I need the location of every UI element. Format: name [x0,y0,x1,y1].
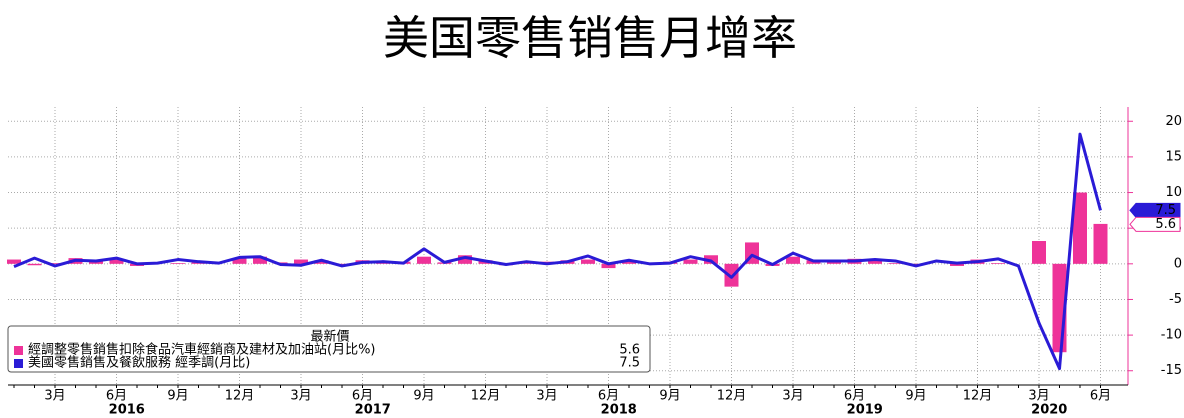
y-tick-label: 0 [1174,256,1182,271]
bar [888,263,903,264]
y-tick-label: -5 [1169,292,1182,307]
x-tick-label: 6月 [1090,389,1111,404]
legend-value: 5.6 [619,343,640,358]
bar [991,263,1005,264]
bar [1032,241,1046,264]
bar [683,259,698,264]
year-label: 2017 [355,403,391,418]
y-tick-label: 15 [1165,149,1182,164]
legend-label: 美國零售銷售及餐飲服務 經季調(月比) [28,355,250,371]
bar [1093,223,1108,264]
legend-label: 經調整零售銷售扣除食品汽車經銷商及建材及加油站(月比%) [28,342,376,358]
bar [581,259,595,264]
y-tick-label: -15 [1161,363,1182,378]
bar [171,263,185,264]
bar [7,259,21,264]
bar [417,256,431,264]
x-tick-label: 6月 [106,389,127,404]
bar [458,255,472,264]
bar [622,260,636,264]
legend-swatch [14,346,23,355]
y-tick-label: 10 [1165,185,1182,200]
value-tag [1129,202,1181,218]
bar [335,263,349,265]
y-tick-label: 20 [1165,114,1182,129]
bar [294,259,308,264]
x-tick-label: 9月 [659,389,680,404]
value-tag-label: 5.6 [1155,217,1176,232]
x-tick-label: 9月 [905,389,926,404]
year-label: 2019 [847,403,883,418]
legend-value: 7.5 [619,356,640,371]
bar [48,263,62,264]
x-tick-label: 12月 [717,389,747,404]
bar [601,263,616,269]
x-tick-label: 9月 [167,389,188,404]
legend-box [7,325,651,373]
legend-title: 最新價 [310,329,349,345]
bar [786,256,800,264]
x-tick-label: 6月 [598,389,619,404]
bar [314,260,329,264]
legend-swatch [14,359,23,368]
chart-title: 美国零售销售月增率 [383,11,797,65]
year-label: 2018 [601,403,637,418]
x-tick-label: 3月 [536,389,557,404]
x-tick-label: 3月 [44,389,65,404]
bar [27,263,42,266]
x-tick-label: 6月 [844,389,865,404]
x-tick-label: 3月 [1028,389,1049,404]
bar [868,259,882,264]
bar [909,263,923,265]
x-tick-label: 9月 [413,389,434,404]
bar [232,258,247,264]
y-tick-label: -10 [1161,328,1182,343]
x-tick-label: 3月 [290,389,311,404]
value-tag [1129,216,1181,232]
year-label: 2020 [1031,403,1067,418]
bar [253,256,267,264]
x-tick-label: 12月 [471,389,501,404]
x-tick-label: 6月 [352,389,373,404]
x-tick-label: 12月 [963,389,993,404]
line [13,132,1102,371]
bar [1073,192,1087,264]
bar [109,259,124,264]
bar [950,263,964,266]
value-tag-label: 7.5 [1155,203,1176,218]
x-tick-label: 12月 [225,389,255,404]
x-tick-label: 3月 [782,389,803,404]
year-label: 2016 [109,403,145,418]
